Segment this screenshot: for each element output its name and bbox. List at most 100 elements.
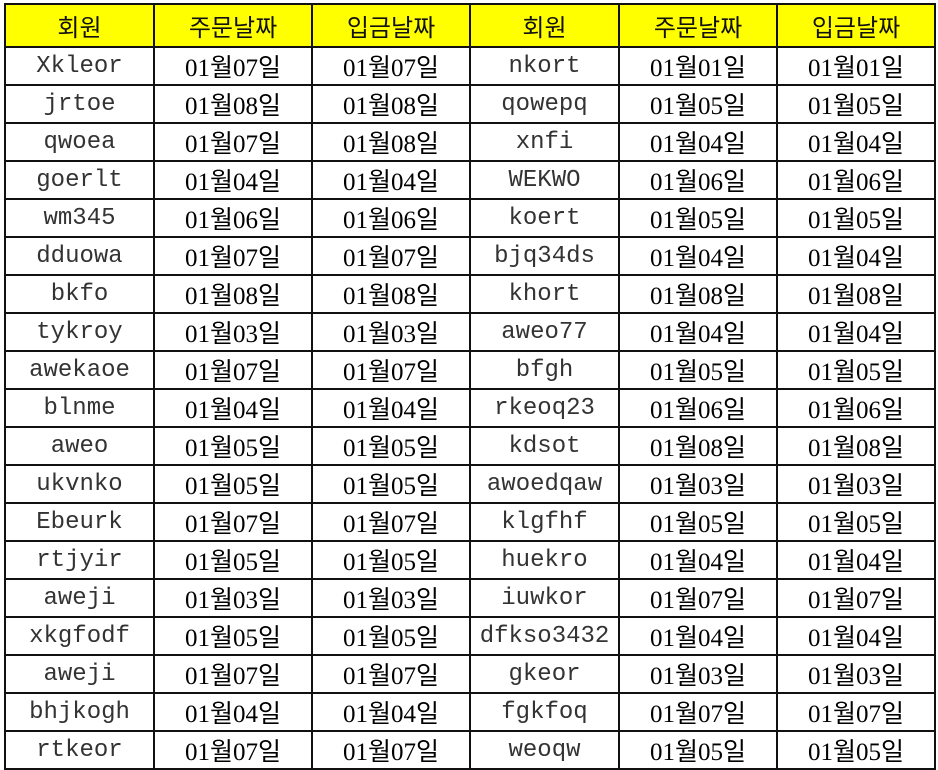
- cell-order-date[interactable]: 01월04일: [618, 312, 778, 352]
- cell-order-date[interactable]: 01월07일: [153, 730, 313, 770]
- cell-order-date[interactable]: 01월05일: [618, 198, 778, 238]
- cell-member[interactable]: xkgfodf: [4, 616, 155, 656]
- cell-member[interactable]: weoqw: [469, 730, 620, 770]
- cell-payment-date[interactable]: 01월05일: [776, 730, 936, 770]
- cell-order-date[interactable]: 01월08일: [153, 274, 313, 314]
- cell-member[interactable]: aweji: [4, 654, 155, 694]
- cell-payment-date[interactable]: 01월08일: [776, 426, 936, 466]
- cell-order-date[interactable]: 01월08일: [618, 426, 778, 466]
- cell-payment-date[interactable]: 01월03일: [311, 312, 471, 352]
- cell-payment-date[interactable]: 01월07일: [311, 236, 471, 276]
- cell-member[interactable]: ukvnko: [4, 464, 155, 504]
- cell-member[interactable]: awoedqaw: [469, 464, 620, 504]
- cell-order-date[interactable]: 01월05일: [618, 502, 778, 542]
- cell-payment-date[interactable]: 01월06일: [311, 198, 471, 238]
- cell-order-date[interactable]: 01월04일: [618, 540, 778, 580]
- cell-order-date[interactable]: 01월05일: [618, 84, 778, 124]
- cell-order-date[interactable]: 01월04일: [153, 160, 313, 200]
- cell-order-date[interactable]: 01월07일: [618, 692, 778, 732]
- cell-member[interactable]: qowepq: [469, 84, 620, 124]
- cell-member[interactable]: kdsot: [469, 426, 620, 466]
- cell-payment-date[interactable]: 01월04일: [311, 388, 471, 428]
- cell-payment-date[interactable]: 01월04일: [776, 616, 936, 656]
- cell-order-date[interactable]: 01월08일: [618, 274, 778, 314]
- header-payment-date[interactable]: 입금날짜: [776, 3, 936, 48]
- cell-order-date[interactable]: 01월07일: [153, 502, 313, 542]
- cell-member[interactable]: bkfo: [4, 274, 155, 314]
- cell-payment-date[interactable]: 01월07일: [311, 730, 471, 770]
- cell-order-date[interactable]: 01월05일: [618, 730, 778, 770]
- cell-payment-date[interactable]: 01월06일: [776, 388, 936, 428]
- cell-payment-date[interactable]: 01월08일: [776, 274, 936, 314]
- header-member[interactable]: 회원: [469, 3, 620, 48]
- cell-member[interactable]: bfgh: [469, 350, 620, 390]
- cell-payment-date[interactable]: 01월05일: [776, 350, 936, 390]
- cell-member[interactable]: bhjkogh: [4, 692, 155, 732]
- cell-member[interactable]: iuwkor: [469, 578, 620, 618]
- cell-member[interactable]: blnme: [4, 388, 155, 428]
- cell-payment-date[interactable]: 01월07일: [311, 654, 471, 694]
- cell-member[interactable]: WEKWO: [469, 160, 620, 200]
- cell-member[interactable]: gkeor: [469, 654, 620, 694]
- cell-payment-date[interactable]: 01월05일: [311, 426, 471, 466]
- cell-member[interactable]: klgfhf: [469, 502, 620, 542]
- cell-payment-date[interactable]: 01월07일: [776, 692, 936, 732]
- cell-member[interactable]: rtkeor: [4, 730, 155, 770]
- cell-payment-date[interactable]: 01월03일: [776, 464, 936, 504]
- cell-order-date[interactable]: 01월03일: [618, 464, 778, 504]
- cell-order-date[interactable]: 01월07일: [153, 122, 313, 162]
- header-order-date[interactable]: 주문날짜: [618, 3, 778, 48]
- cell-order-date[interactable]: 01월04일: [618, 616, 778, 656]
- cell-member[interactable]: bjq34ds: [469, 236, 620, 276]
- cell-member[interactable]: koert: [469, 198, 620, 238]
- cell-order-date[interactable]: 01월07일: [618, 578, 778, 618]
- header-member[interactable]: 회원: [4, 3, 155, 48]
- cell-order-date[interactable]: 01월07일: [153, 236, 313, 276]
- cell-payment-date[interactable]: 01월04일: [311, 160, 471, 200]
- cell-member[interactable]: fgkfoq: [469, 692, 620, 732]
- cell-order-date[interactable]: 01월04일: [153, 692, 313, 732]
- cell-member[interactable]: huekro: [469, 540, 620, 580]
- cell-order-date[interactable]: 01월07일: [153, 350, 313, 390]
- cell-member[interactable]: wm345: [4, 198, 155, 238]
- cell-payment-date[interactable]: 01월03일: [776, 654, 936, 694]
- cell-order-date[interactable]: 01월03일: [153, 578, 313, 618]
- header-order-date[interactable]: 주문날짜: [153, 3, 313, 48]
- cell-payment-date[interactable]: 01월07일: [776, 578, 936, 618]
- header-payment-date[interactable]: 입금날짜: [311, 3, 471, 48]
- cell-order-date[interactable]: 01월06일: [618, 160, 778, 200]
- cell-order-date[interactable]: 01월03일: [618, 654, 778, 694]
- cell-member[interactable]: rtjyir: [4, 540, 155, 580]
- cell-member[interactable]: qwoea: [4, 122, 155, 162]
- cell-order-date[interactable]: 01월03일: [153, 312, 313, 352]
- cell-member[interactable]: dduowa: [4, 236, 155, 276]
- cell-payment-date[interactable]: 01월07일: [311, 350, 471, 390]
- cell-payment-date[interactable]: 01월07일: [311, 502, 471, 542]
- cell-payment-date[interactable]: 01월04일: [311, 692, 471, 732]
- cell-order-date[interactable]: 01월05일: [618, 350, 778, 390]
- cell-member[interactable]: awekaoe: [4, 350, 155, 390]
- cell-order-date[interactable]: 01월04일: [618, 122, 778, 162]
- cell-member[interactable]: Xkleor: [4, 46, 155, 86]
- cell-order-date[interactable]: 01월07일: [153, 46, 313, 86]
- cell-member[interactable]: xnfi: [469, 122, 620, 162]
- cell-member[interactable]: goerlt: [4, 160, 155, 200]
- cell-order-date[interactable]: 01월05일: [153, 426, 313, 466]
- cell-payment-date[interactable]: 01월08일: [311, 122, 471, 162]
- cell-order-date[interactable]: 01월05일: [153, 464, 313, 504]
- cell-order-date[interactable]: 01월01일: [618, 46, 778, 86]
- cell-payment-date[interactable]: 01월07일: [311, 46, 471, 86]
- cell-payment-date[interactable]: 01월03일: [311, 578, 471, 618]
- cell-payment-date[interactable]: 01월08일: [311, 84, 471, 124]
- cell-order-date[interactable]: 01월04일: [153, 388, 313, 428]
- cell-order-date[interactable]: 01월05일: [153, 540, 313, 580]
- cell-payment-date[interactable]: 01월05일: [776, 84, 936, 124]
- cell-payment-date[interactable]: 01월01일: [776, 46, 936, 86]
- cell-payment-date[interactable]: 01월05일: [311, 616, 471, 656]
- cell-order-date[interactable]: 01월07일: [153, 654, 313, 694]
- cell-member[interactable]: nkort: [469, 46, 620, 86]
- cell-member[interactable]: dfkso3432: [469, 616, 620, 656]
- cell-order-date[interactable]: 01월05일: [153, 616, 313, 656]
- cell-payment-date[interactable]: 01월05일: [776, 198, 936, 238]
- cell-payment-date[interactable]: 01월04일: [776, 122, 936, 162]
